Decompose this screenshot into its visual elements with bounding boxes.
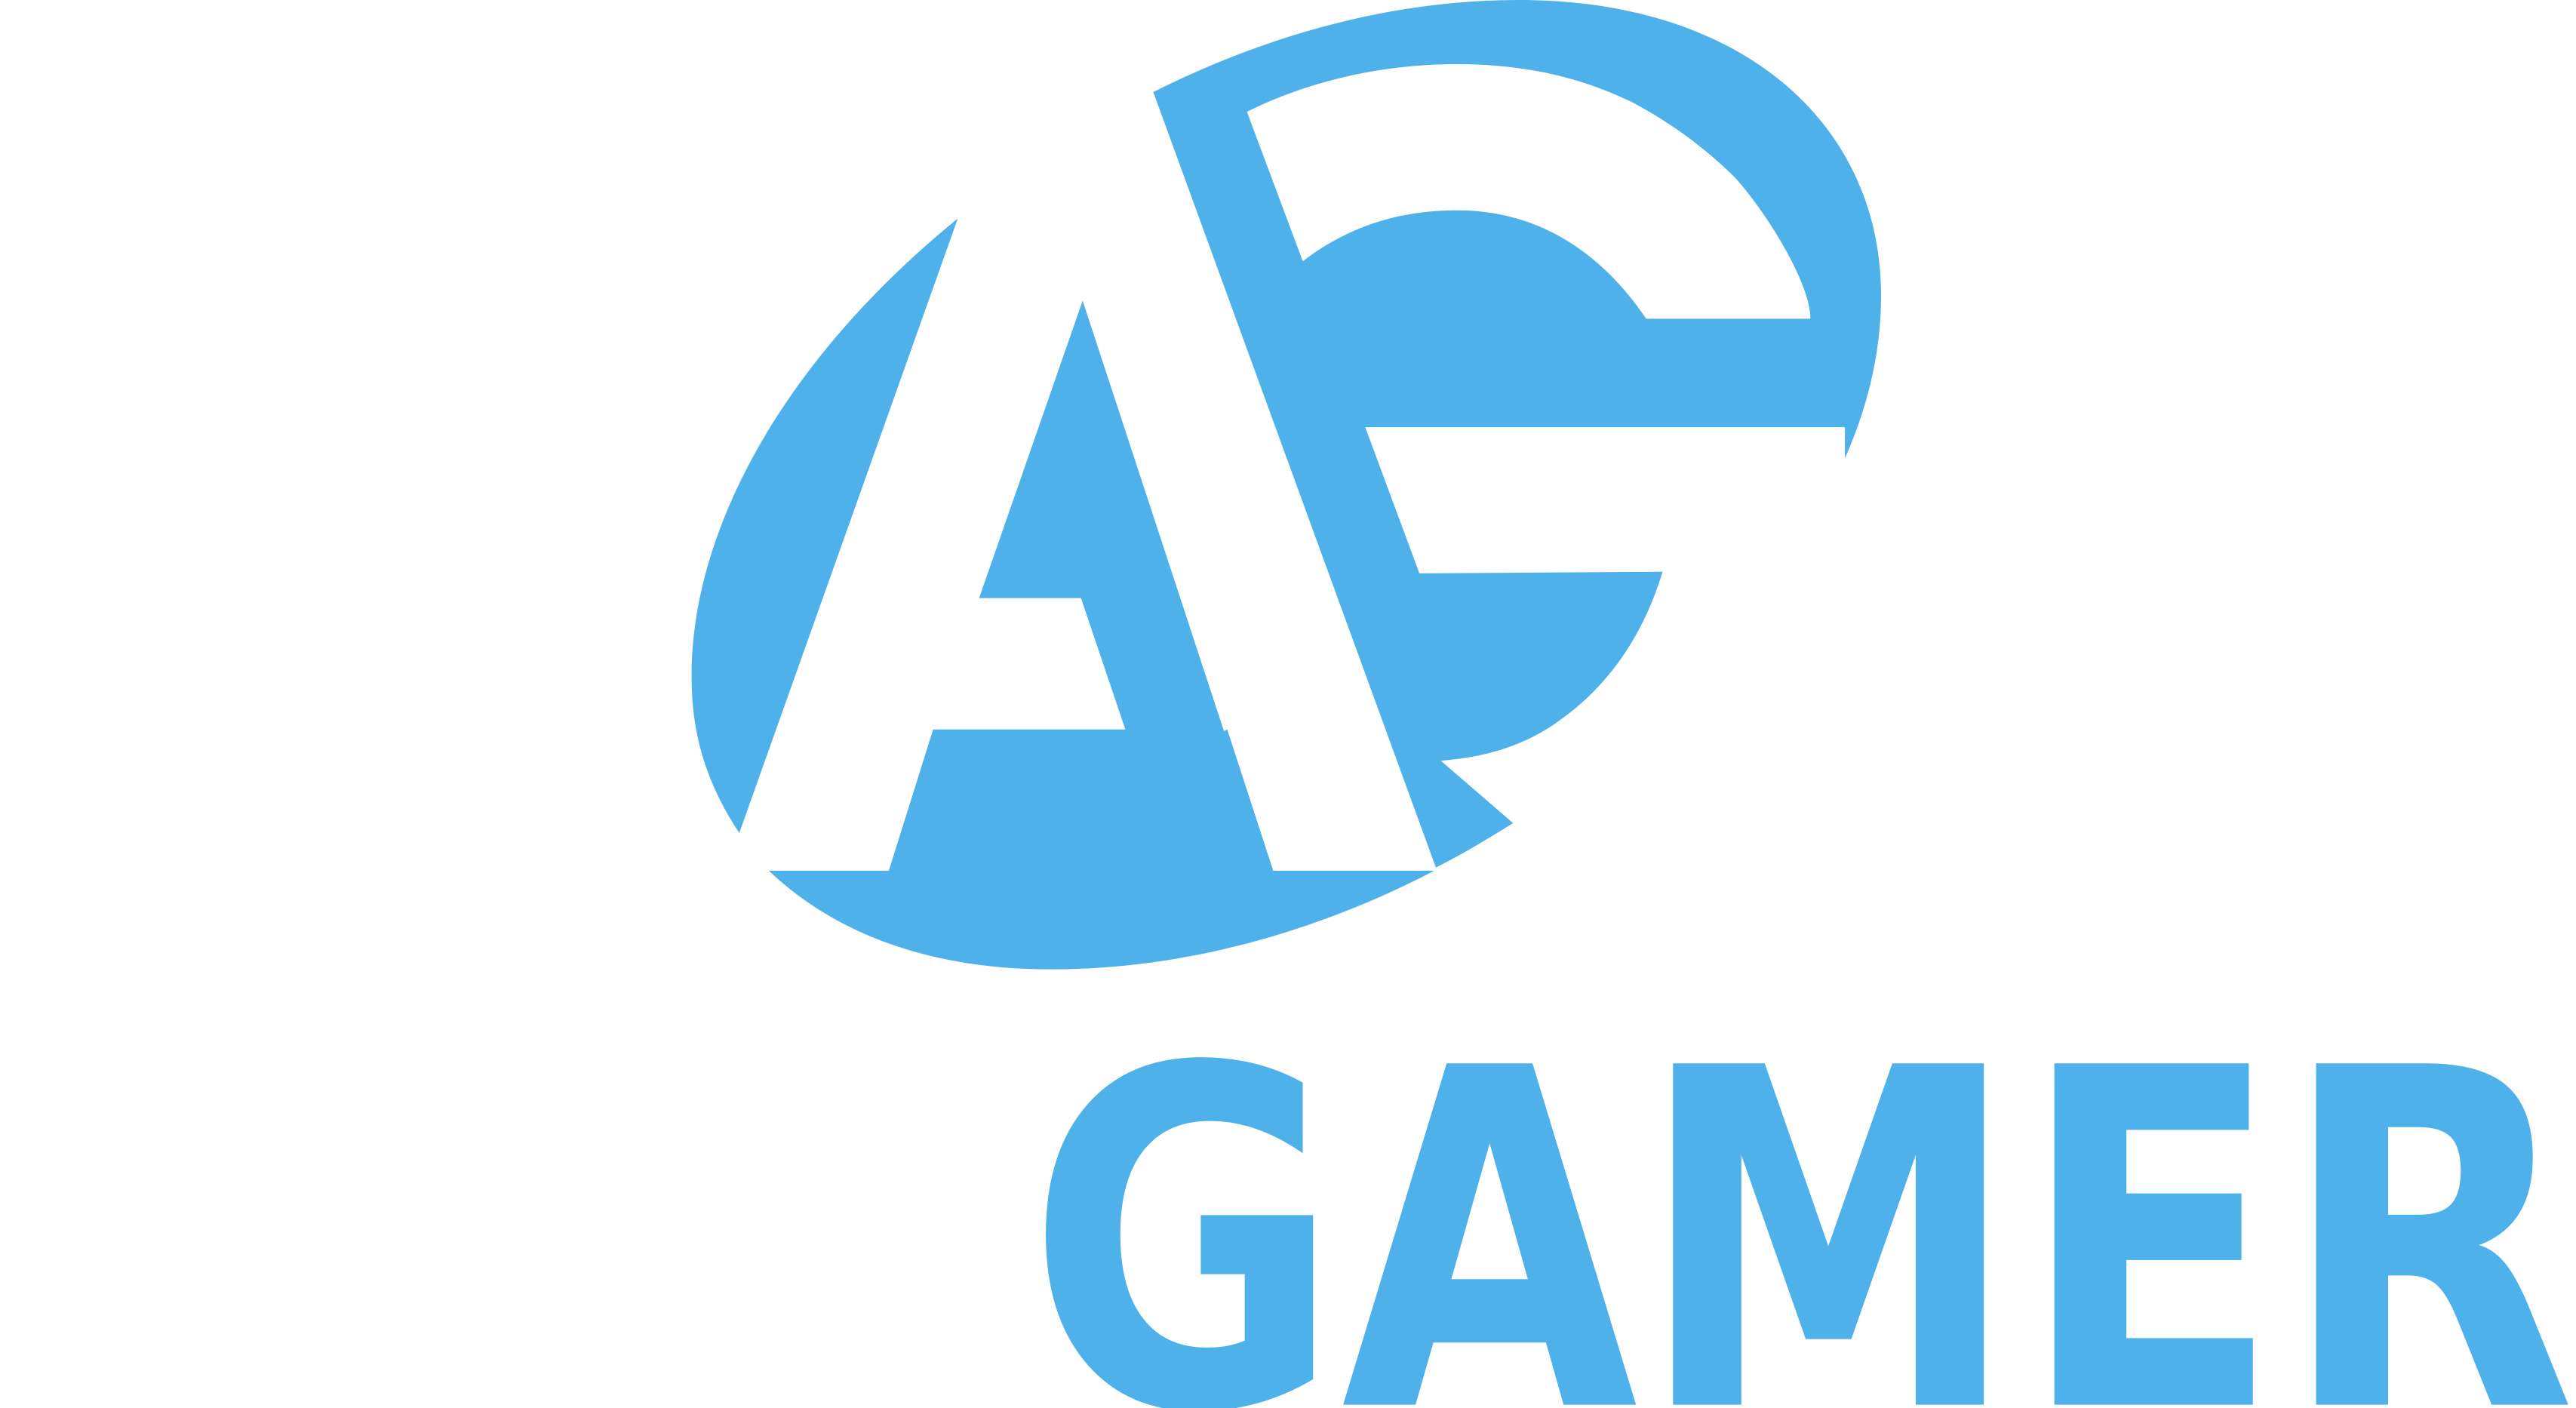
emblem <box>691 0 1882 970</box>
emblem-crescent <box>691 218 958 833</box>
wordmark: GAMER <box>1027 971 2576 1408</box>
emblem-letter-a <box>768 300 1434 970</box>
emblem-letter-f <box>1153 0 1882 868</box>
